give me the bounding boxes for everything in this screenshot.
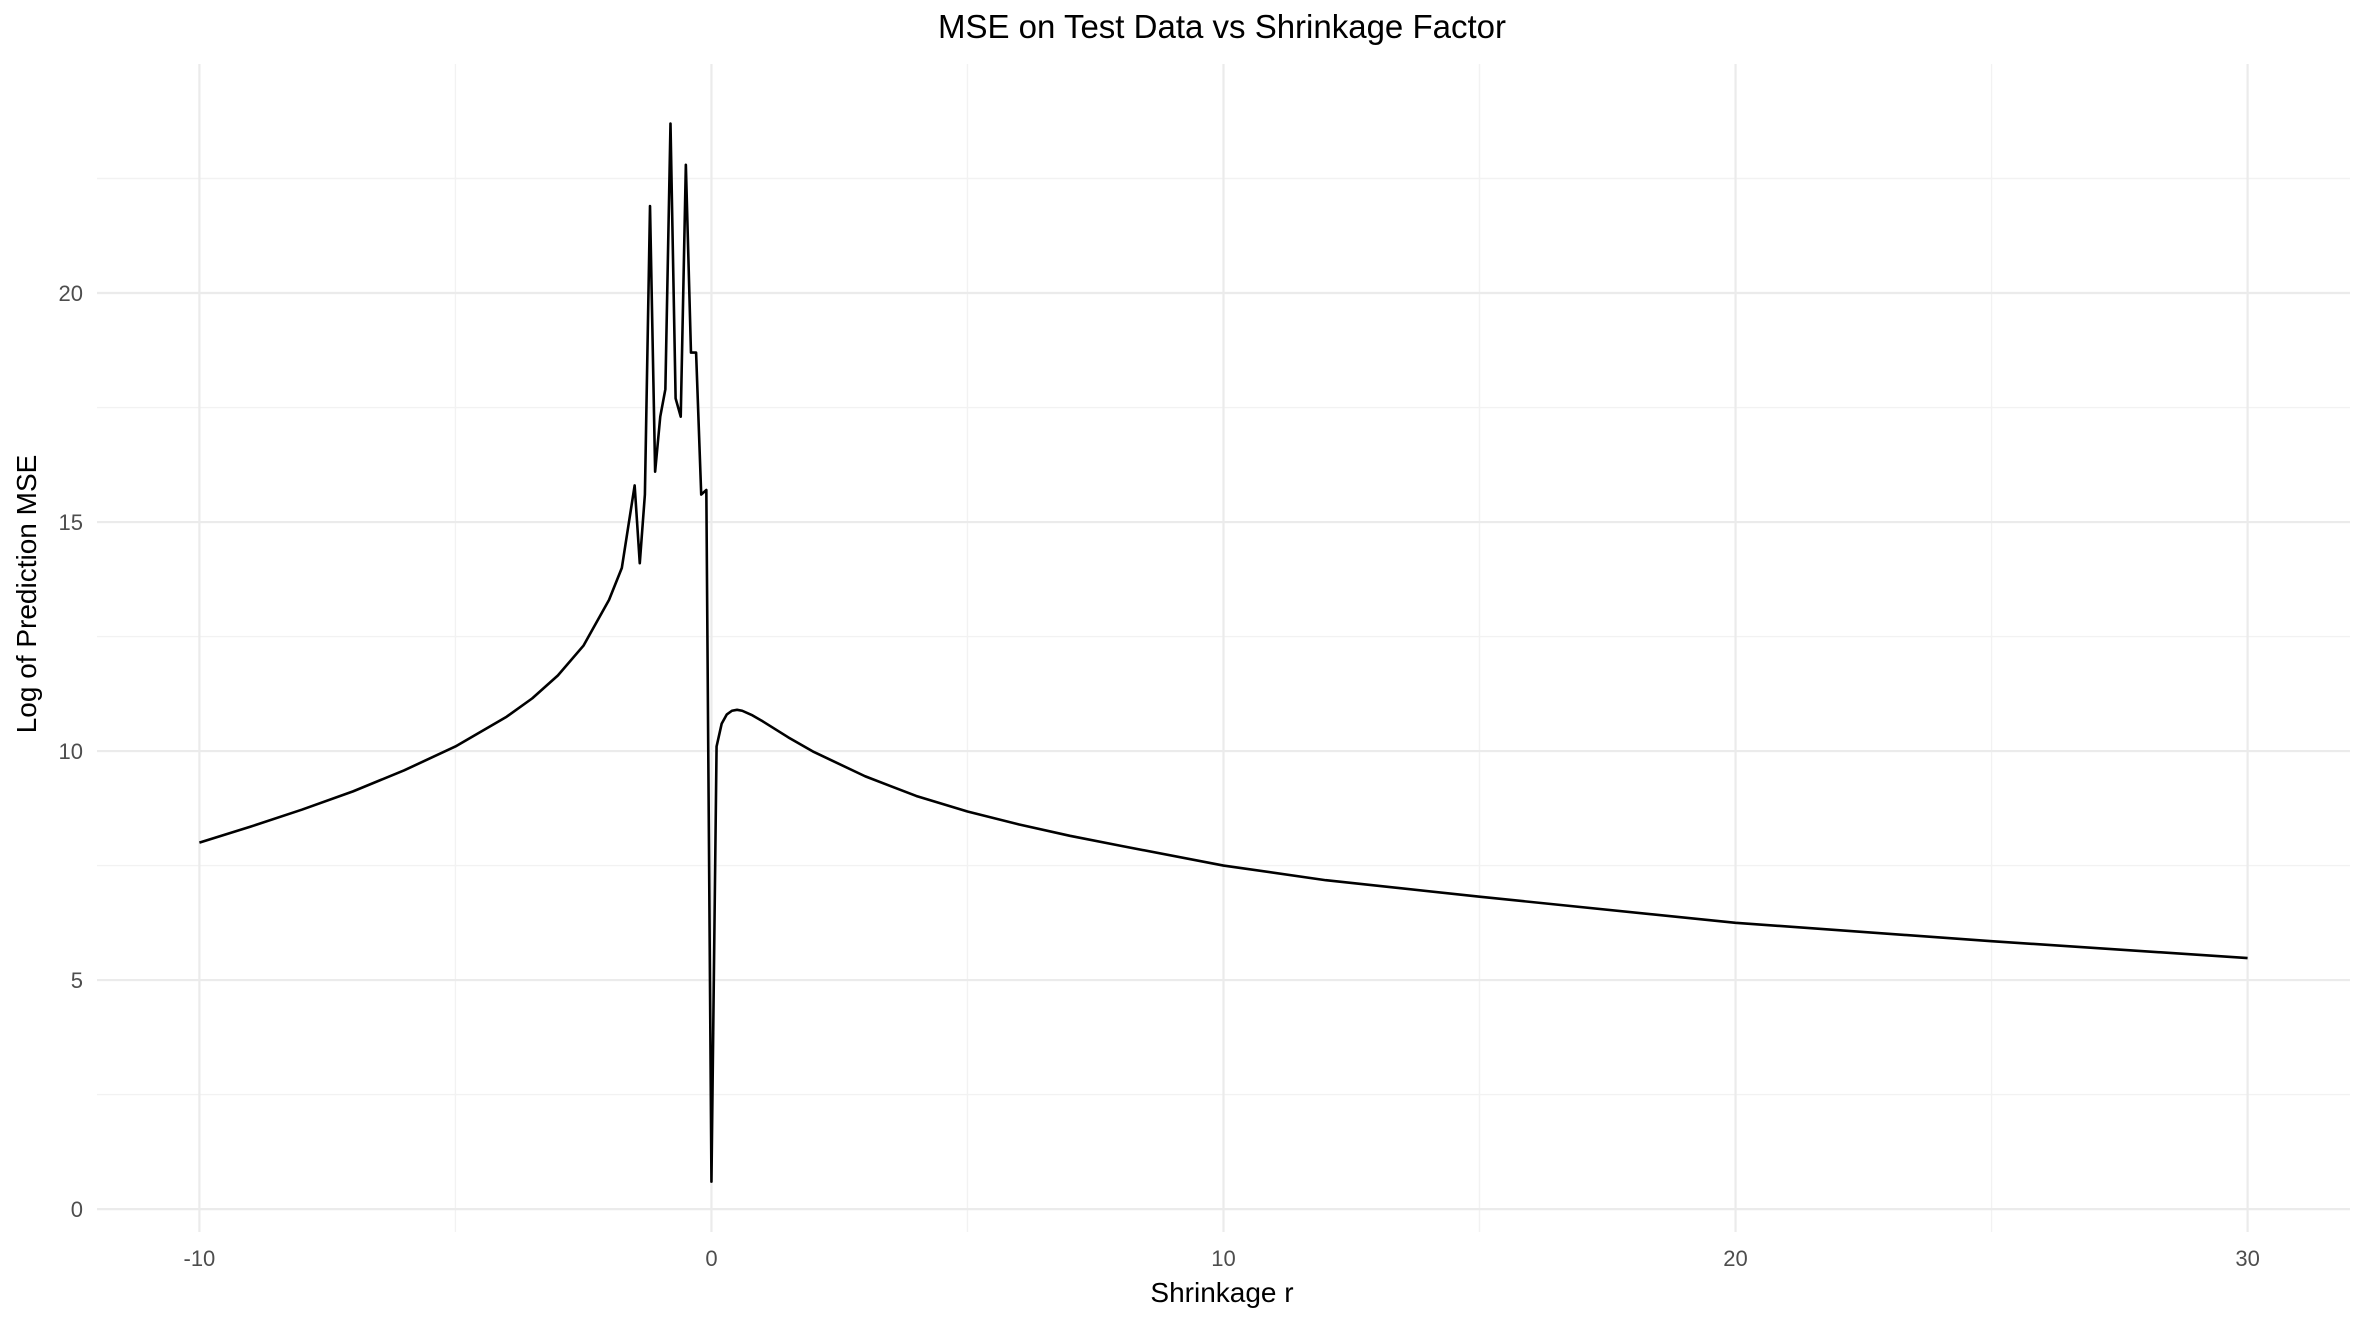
chart-title: MSE on Test Data vs Shrinkage Factor	[938, 8, 1506, 45]
x-axis-title: Shrinkage r	[1150, 1277, 1293, 1308]
x-tick-label: 10	[1211, 1246, 1235, 1271]
x-tick-label: 20	[1723, 1246, 1747, 1271]
x-tick-label: 0	[705, 1246, 717, 1271]
y-tick-label: 0	[71, 1197, 83, 1222]
grid	[97, 64, 2350, 1232]
y-tick-label: 5	[71, 968, 83, 993]
mse-line	[199, 122, 2248, 1183]
y-tick-labels: 0 5 10 15 20	[59, 281, 83, 1222]
y-tick-label: 20	[59, 281, 83, 306]
x-tick-label: 30	[2235, 1246, 2259, 1271]
y-tick-label: 15	[59, 510, 83, 535]
series-group	[199, 122, 2248, 1183]
y-axis-title: Log of Prediction MSE	[11, 455, 42, 734]
y-tick-label: 10	[59, 739, 83, 764]
x-tick-label: -10	[184, 1246, 216, 1271]
x-tick-labels: -10 0 10 20 30	[184, 1246, 2260, 1271]
